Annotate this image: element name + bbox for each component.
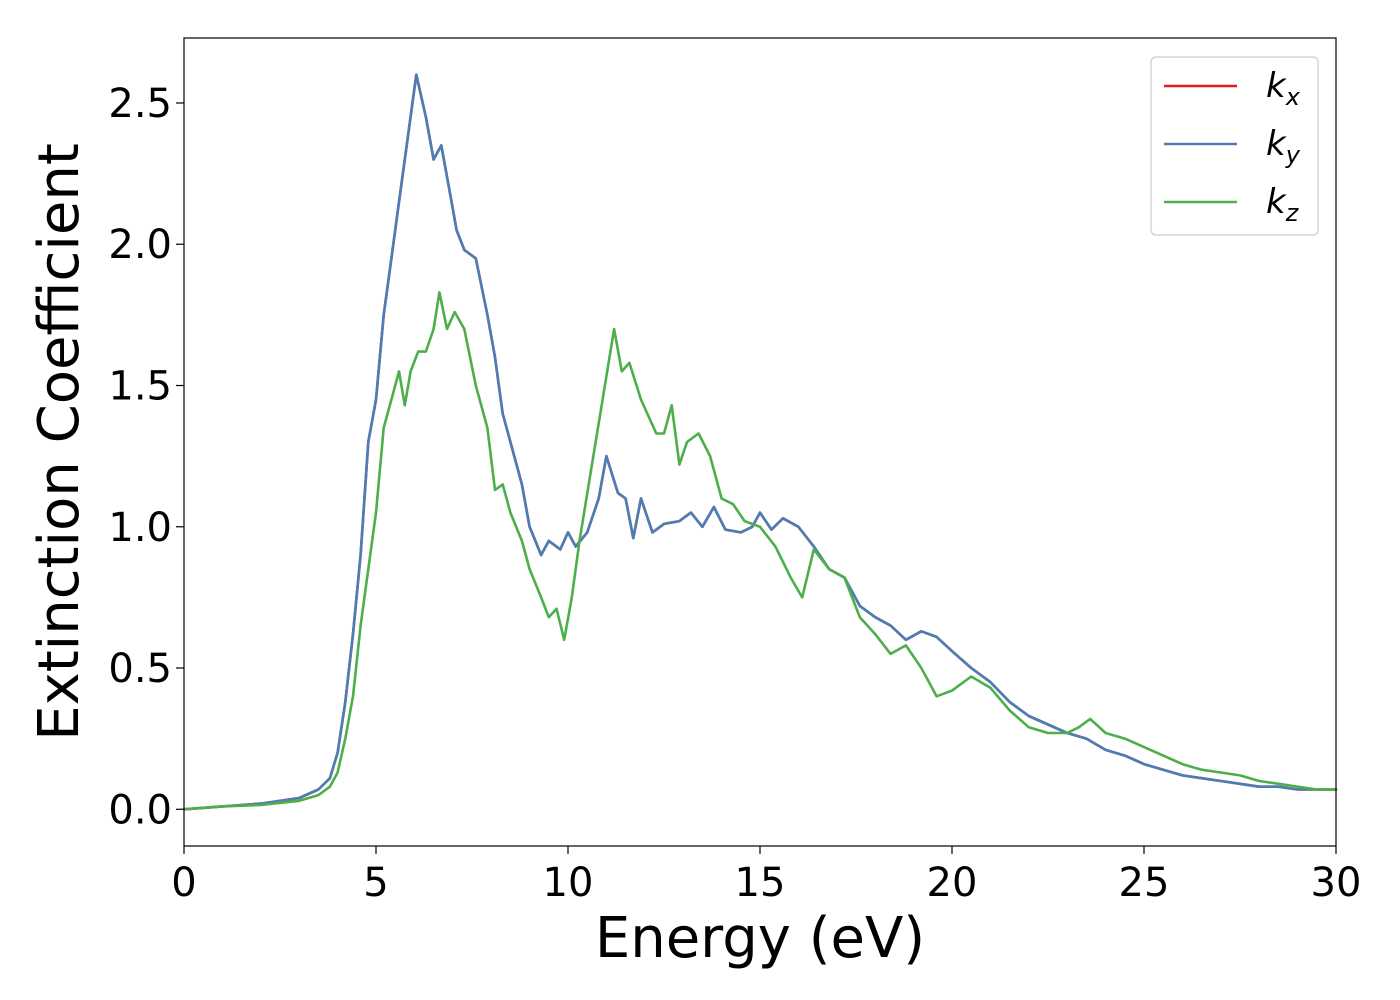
x-axis-title: Energy (eV) [595,906,925,971]
legend-label-base: k [1266,182,1287,222]
series-line-k_z [182,291,1338,811]
x-tick-label: 30 [1311,860,1362,906]
x-tick-label: 20 [927,860,978,906]
series-lines [182,73,1338,811]
legend-label-subscript: z [1285,199,1300,227]
x-tick-label: 0 [171,860,196,906]
y-tick-label: 1.0 [108,505,172,551]
y-axis-ticks: 0.0 0.5 1.0 1.5 2.0 2.5 [108,81,184,833]
x-tick-label: 15 [735,860,786,906]
legend-label-subscript: x [1285,83,1301,111]
y-tick-label: 0.5 [108,646,172,692]
legend-frame [1150,56,1319,236]
x-axis-ticks: 0 5 10 15 20 25 30 [171,846,1361,906]
legend-label-base: k [1266,124,1287,164]
y-axis-title: Extinction Coefficient [27,143,92,741]
legend-label-k_x: kx [1266,66,1301,111]
legend-label-base: k [1266,66,1287,106]
x-tick-label: 10 [543,860,594,906]
x-tick-label: 25 [1119,860,1170,906]
y-tick-label: 2.5 [108,81,172,127]
y-tick-label: 0.0 [108,787,172,833]
legend-label-k_z: kz [1266,182,1300,227]
y-tick-label: 2.0 [108,222,172,268]
legend-label-k_y: ky [1266,124,1301,169]
x-tick-label: 5 [363,860,388,906]
legend-label-subscript: y [1285,141,1301,169]
y-tick-label: 1.5 [108,363,172,409]
